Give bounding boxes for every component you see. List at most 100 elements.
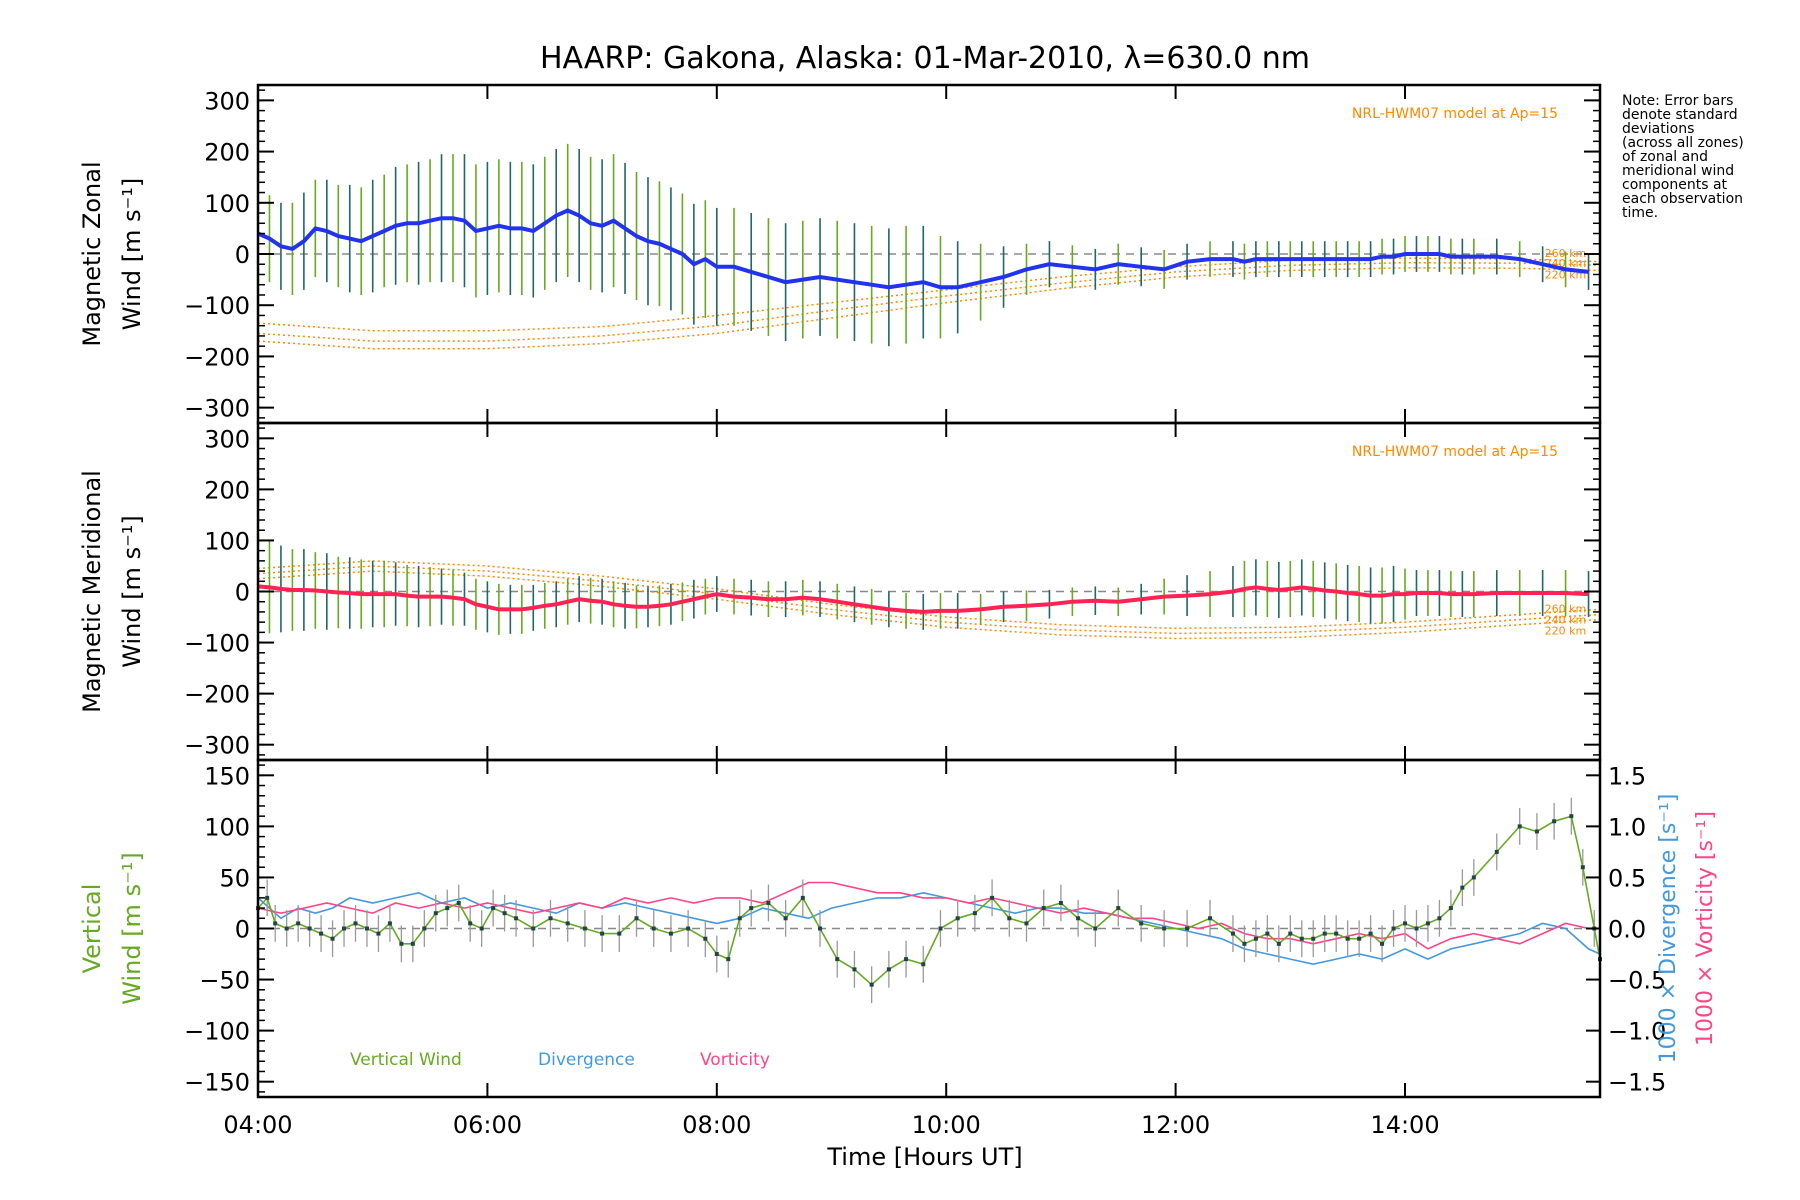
tick-label: −200 xyxy=(184,681,250,709)
error-bar-note: Note: Error bars denote standard deviati… xyxy=(1622,93,1744,221)
model-curve-2 xyxy=(257,570,1601,640)
x-tick-label: 12:00 xyxy=(1141,1111,1210,1139)
model-curve-1 xyxy=(257,565,1601,635)
tick-label: 300 xyxy=(204,87,250,115)
vertical-wind-point xyxy=(502,911,507,916)
tick-label: 100 xyxy=(204,527,250,555)
vertical-wind-point xyxy=(1569,814,1574,819)
model-label: NRL-HWM07 model at Ap=15 xyxy=(1352,106,1558,122)
vertical-wind-point xyxy=(1437,916,1442,921)
vertical-wind-point xyxy=(1139,921,1144,926)
vorticity-axis-label: 1000 × Vorticity [s⁻¹] xyxy=(1693,811,1718,1046)
vertical-wind-point xyxy=(783,916,788,921)
vertical-wind-point xyxy=(364,926,369,931)
y-axis-label-line2: Wind [m s⁻¹] xyxy=(118,515,146,667)
vertical-wind-point xyxy=(1580,865,1585,870)
vertical-wind-point xyxy=(353,921,358,926)
vertical-wind-point xyxy=(445,906,450,911)
tick-label: −300 xyxy=(184,732,250,760)
vertical-wind-point xyxy=(1380,941,1385,946)
vertical-wind-point xyxy=(1460,885,1465,890)
model-curve-2 xyxy=(257,267,1601,350)
vertical-wind-point xyxy=(1276,941,1281,946)
y-axis-label-line1: Magnetic Meridional xyxy=(78,470,106,713)
vertical-wind-point xyxy=(1368,931,1373,936)
vertical-wind-point xyxy=(307,926,312,931)
vertical-wind-point xyxy=(399,941,404,946)
x-tick-label: 14:00 xyxy=(1370,1111,1439,1139)
vertical-wind-point xyxy=(1242,941,1247,946)
model-curve-0 xyxy=(257,257,1601,332)
model-label: NRL-HWM07 model at Ap=15 xyxy=(1352,444,1558,460)
meridional-wind-line xyxy=(257,584,1589,614)
vertical-wind-point xyxy=(766,900,771,905)
y-axis-label-line1: Vertical xyxy=(78,884,106,974)
vertical-wind-point xyxy=(433,911,438,916)
vertical-wind-point xyxy=(1357,936,1362,941)
tick-label: 200 xyxy=(204,476,250,504)
vertical-wind-point xyxy=(491,906,496,911)
vertical-panel: Vertical Wind Divergence Vorticity −1.5 −1.0… xyxy=(78,758,1718,1099)
tick-label: −100 xyxy=(184,292,250,320)
right-tick-label: 1.0 xyxy=(1608,813,1646,841)
vertical-wind-point xyxy=(468,921,473,926)
vertical-wind-point xyxy=(1414,926,1419,931)
x-axis-label: Time [Hours UT] xyxy=(826,1143,1022,1171)
tick-label: 0 xyxy=(235,916,250,944)
right-tick-label: −0.5 xyxy=(1608,967,1666,995)
x-tick-label: 10:00 xyxy=(912,1111,981,1139)
vertical-wind-point xyxy=(749,906,754,911)
model-altitude-label-2: 220 km xyxy=(1545,625,1587,638)
x-tick-label: 04:00 xyxy=(223,1111,292,1139)
vertical-wind-point xyxy=(852,967,857,972)
vertical-wind-point xyxy=(818,926,823,931)
y-axis-label-line2: Wind [m s⁻¹] xyxy=(118,178,146,330)
vertical-wind-point xyxy=(342,926,347,931)
vertical-wind-point xyxy=(938,926,943,931)
vertical-wind-point xyxy=(1345,936,1350,941)
vertical-wind-point xyxy=(582,926,587,931)
vertical-wind-point xyxy=(1534,829,1539,834)
vertical-wind-point xyxy=(800,895,805,900)
vertical-wind-point xyxy=(1471,875,1476,880)
vertical-wind-point xyxy=(1299,936,1304,941)
vertical-wind-point xyxy=(1041,906,1046,911)
vertical-wind-point xyxy=(1185,926,1190,931)
vertical-wind-point xyxy=(921,962,926,967)
tick-label: 150 xyxy=(204,762,250,790)
tick-label: 100 xyxy=(204,190,250,218)
vertical-wind-point xyxy=(1116,906,1121,911)
vertical-wind-point xyxy=(265,895,270,900)
vertical-wind-point xyxy=(1093,926,1098,931)
legend-item: Vorticity xyxy=(700,1050,770,1070)
vertical-wind-point xyxy=(651,926,656,931)
vertical-wind-point xyxy=(284,926,289,931)
tick-label: −100 xyxy=(184,1018,250,1046)
vertical-wind-point xyxy=(1552,819,1557,824)
vertical-wind-point xyxy=(1448,906,1453,911)
vertical-wind-point xyxy=(1230,931,1235,936)
vertical-wind-point xyxy=(714,952,719,957)
vertical-wind-point xyxy=(1253,936,1258,941)
tick-label: −300 xyxy=(184,395,250,423)
right-tick-label: 0.5 xyxy=(1608,864,1646,892)
tick-label: 100 xyxy=(204,813,250,841)
vertical-wind-point xyxy=(1162,926,1167,931)
tick-label: 0 xyxy=(235,241,250,269)
vertical-wind-point xyxy=(972,911,977,916)
legend-item: Vertical Wind xyxy=(350,1050,462,1070)
right-tick-label: −1.5 xyxy=(1608,1069,1666,1097)
vertical-wind-point xyxy=(296,921,301,926)
vertical-wind-point xyxy=(330,936,335,941)
vertical-wind-point xyxy=(1494,849,1499,854)
vertical-wind-point xyxy=(548,916,553,921)
tick-label: −100 xyxy=(184,630,250,658)
vertical-wind-point xyxy=(565,921,570,926)
model-curve-0 xyxy=(257,560,1601,630)
model-altitude-label-1: 240 km xyxy=(1545,614,1587,627)
right-tick-label: −1.0 xyxy=(1608,1018,1666,1046)
vertical-wind-point xyxy=(617,931,622,936)
vertical-wind-point xyxy=(1517,824,1522,829)
